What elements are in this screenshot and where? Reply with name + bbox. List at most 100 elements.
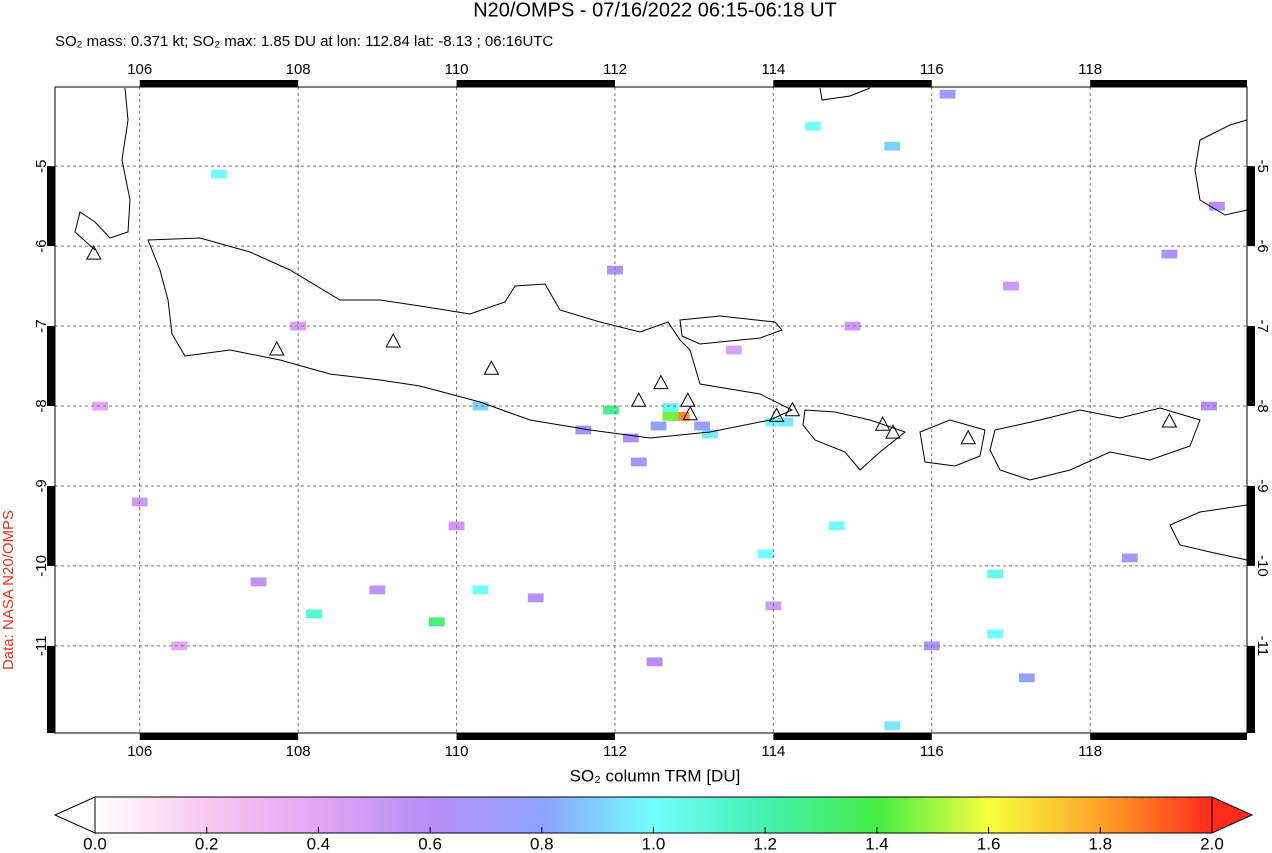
so2-pixel xyxy=(777,417,794,427)
so2-pixel xyxy=(725,345,742,355)
so2-pixel xyxy=(939,89,956,99)
y-tick-label-right: -6 xyxy=(1254,239,1271,252)
frame-band xyxy=(1247,326,1255,407)
y-tick-label-right: -9 xyxy=(1254,479,1271,492)
so2-pixel xyxy=(844,321,861,331)
frame-band xyxy=(47,645,55,733)
title: N20/OMPS - 07/16/2022 06:15-06:18 UT xyxy=(473,0,837,21)
coast-lombok xyxy=(919,419,986,467)
volcano xyxy=(653,374,669,390)
colorbar: 0.0 0.2 0.4 0.6 0.8 1.0 1.2 1.4 1.6 1.8 2.0 xyxy=(53,796,1254,853)
frame-band xyxy=(47,166,55,247)
so2-pixel xyxy=(828,521,845,531)
so2-pixel xyxy=(694,421,711,431)
colorbar-tick-label: 1.8 xyxy=(1088,834,1112,853)
frame-band xyxy=(47,485,55,566)
volcano xyxy=(85,245,102,260)
so2-pixel xyxy=(650,421,667,431)
x-tick-label-bottom: 108 xyxy=(286,743,311,760)
so2-pixel xyxy=(662,411,679,421)
colorbar-tick-label: 0.8 xyxy=(530,834,554,853)
volcano xyxy=(483,360,500,375)
so2-pixel xyxy=(630,457,647,467)
so2-pixel xyxy=(1018,673,1035,683)
so2-pixel xyxy=(306,609,322,619)
colorbar-tick-label: 2.0 xyxy=(1200,834,1224,853)
so2-pixel xyxy=(575,425,592,435)
y-tick-label-right: -11 xyxy=(1254,636,1271,657)
x-tick-label-bottom: 116 xyxy=(920,743,944,760)
x-tick-label-top: 114 xyxy=(761,61,785,78)
so2-pixel xyxy=(622,433,639,443)
colorbar-label: SO₂ column TRM [DU] xyxy=(570,766,741,785)
x-tick-label-top: 106 xyxy=(127,61,152,78)
coast-madura xyxy=(679,315,783,345)
frame-band xyxy=(1247,485,1255,566)
coast-java xyxy=(147,237,794,439)
x-tick-label-top: 118 xyxy=(1078,61,1102,78)
frame-band xyxy=(47,326,55,407)
colorbar-tick-label: 1.6 xyxy=(977,834,1001,853)
volcano xyxy=(268,340,285,356)
colorbar-under xyxy=(53,796,96,834)
so2-pixel xyxy=(702,429,718,439)
so2-pixel xyxy=(1161,249,1178,259)
so2-pixel xyxy=(884,721,901,731)
x-tick-label-bottom: 114 xyxy=(761,743,785,760)
colorbar-over xyxy=(1211,796,1254,834)
frame-band xyxy=(1090,80,1247,87)
frame-layer: 106 106 108 108 110 110 112 112 114 114 116 116 118 1… xyxy=(33,61,1271,760)
so2-pixel xyxy=(607,265,623,275)
so2-pixel xyxy=(646,657,663,667)
frame-band xyxy=(139,733,299,740)
frame-band xyxy=(773,80,932,87)
colorbar-tick-label: 0.6 xyxy=(418,834,442,853)
x-tick-label-top: 112 xyxy=(603,61,627,78)
y-tick-label-left: -11 xyxy=(33,636,50,657)
frame-band xyxy=(456,733,615,740)
map-frame xyxy=(54,86,1248,734)
frame-band xyxy=(1247,645,1255,733)
so2-pixel xyxy=(603,405,619,415)
volcano xyxy=(874,416,891,431)
coast-bali xyxy=(802,409,907,471)
so2-pixel xyxy=(527,593,544,603)
x-tick-label-bottom: 110 xyxy=(445,743,469,760)
y-tick-label-right: -7 xyxy=(1254,319,1271,332)
coastline xyxy=(74,87,1248,561)
coast-kalimantan xyxy=(819,87,1248,216)
x-tick-label-bottom: 112 xyxy=(603,743,627,760)
subtitle: SO₂ mass: 0.371 kt; SO₂ max: 1.85 DU at … xyxy=(55,33,553,50)
so2-pixel xyxy=(428,617,445,627)
volcano-layer xyxy=(85,245,1178,445)
x-tick-label-top: 116 xyxy=(920,61,944,78)
frame-band xyxy=(456,80,615,87)
colorbar-tick-label: 0.0 xyxy=(83,834,107,853)
y-tick-label-left: -8 xyxy=(33,399,50,412)
colorbar-tick-label: 1.2 xyxy=(753,834,777,853)
y-tick-label-right: -8 xyxy=(1254,399,1271,412)
coast-sumba xyxy=(1169,504,1248,561)
frame-band xyxy=(1247,166,1255,247)
y-tick-label-left: -9 xyxy=(33,479,50,492)
volcano xyxy=(885,424,901,439)
so2-pixel xyxy=(250,577,267,587)
volcano xyxy=(385,332,402,348)
volcano xyxy=(784,401,801,417)
pixel-layer xyxy=(92,89,1225,731)
so2-pixel xyxy=(1003,281,1019,291)
frame-band xyxy=(1090,733,1247,740)
x-tick-label-top: 108 xyxy=(286,61,311,78)
x-tick-label-bottom: 106 xyxy=(127,743,152,760)
so2-pixel xyxy=(369,585,386,595)
colorbar-tick-label: 1.4 xyxy=(865,834,889,853)
y-tick-label-left: -7 xyxy=(33,319,50,332)
y-tick-label-left: -6 xyxy=(33,239,50,252)
so2-pixel xyxy=(92,401,109,411)
so2-pixel xyxy=(472,401,489,411)
y-tick-label-right: -10 xyxy=(1254,555,1271,577)
credit: Data: NASA N20/OMPS xyxy=(0,510,17,670)
y-tick-label-left: -5 xyxy=(33,159,50,172)
volcano xyxy=(768,407,785,422)
